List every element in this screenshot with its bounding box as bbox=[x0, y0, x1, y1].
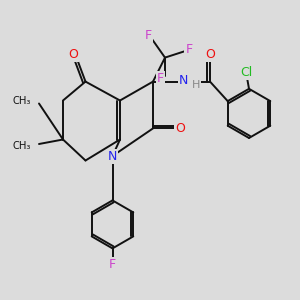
Text: F: F bbox=[185, 43, 193, 56]
Text: F: F bbox=[145, 29, 152, 42]
Text: O: O bbox=[175, 122, 185, 135]
Text: CH₃: CH₃ bbox=[12, 141, 31, 152]
Text: N: N bbox=[179, 74, 189, 87]
Text: CH₃: CH₃ bbox=[12, 96, 31, 106]
Text: O: O bbox=[69, 47, 78, 61]
Text: O: O bbox=[205, 48, 215, 62]
Text: N: N bbox=[108, 149, 117, 163]
Text: F: F bbox=[109, 257, 116, 271]
Text: F: F bbox=[157, 72, 164, 85]
Text: H: H bbox=[192, 80, 200, 90]
Text: Cl: Cl bbox=[241, 66, 253, 79]
